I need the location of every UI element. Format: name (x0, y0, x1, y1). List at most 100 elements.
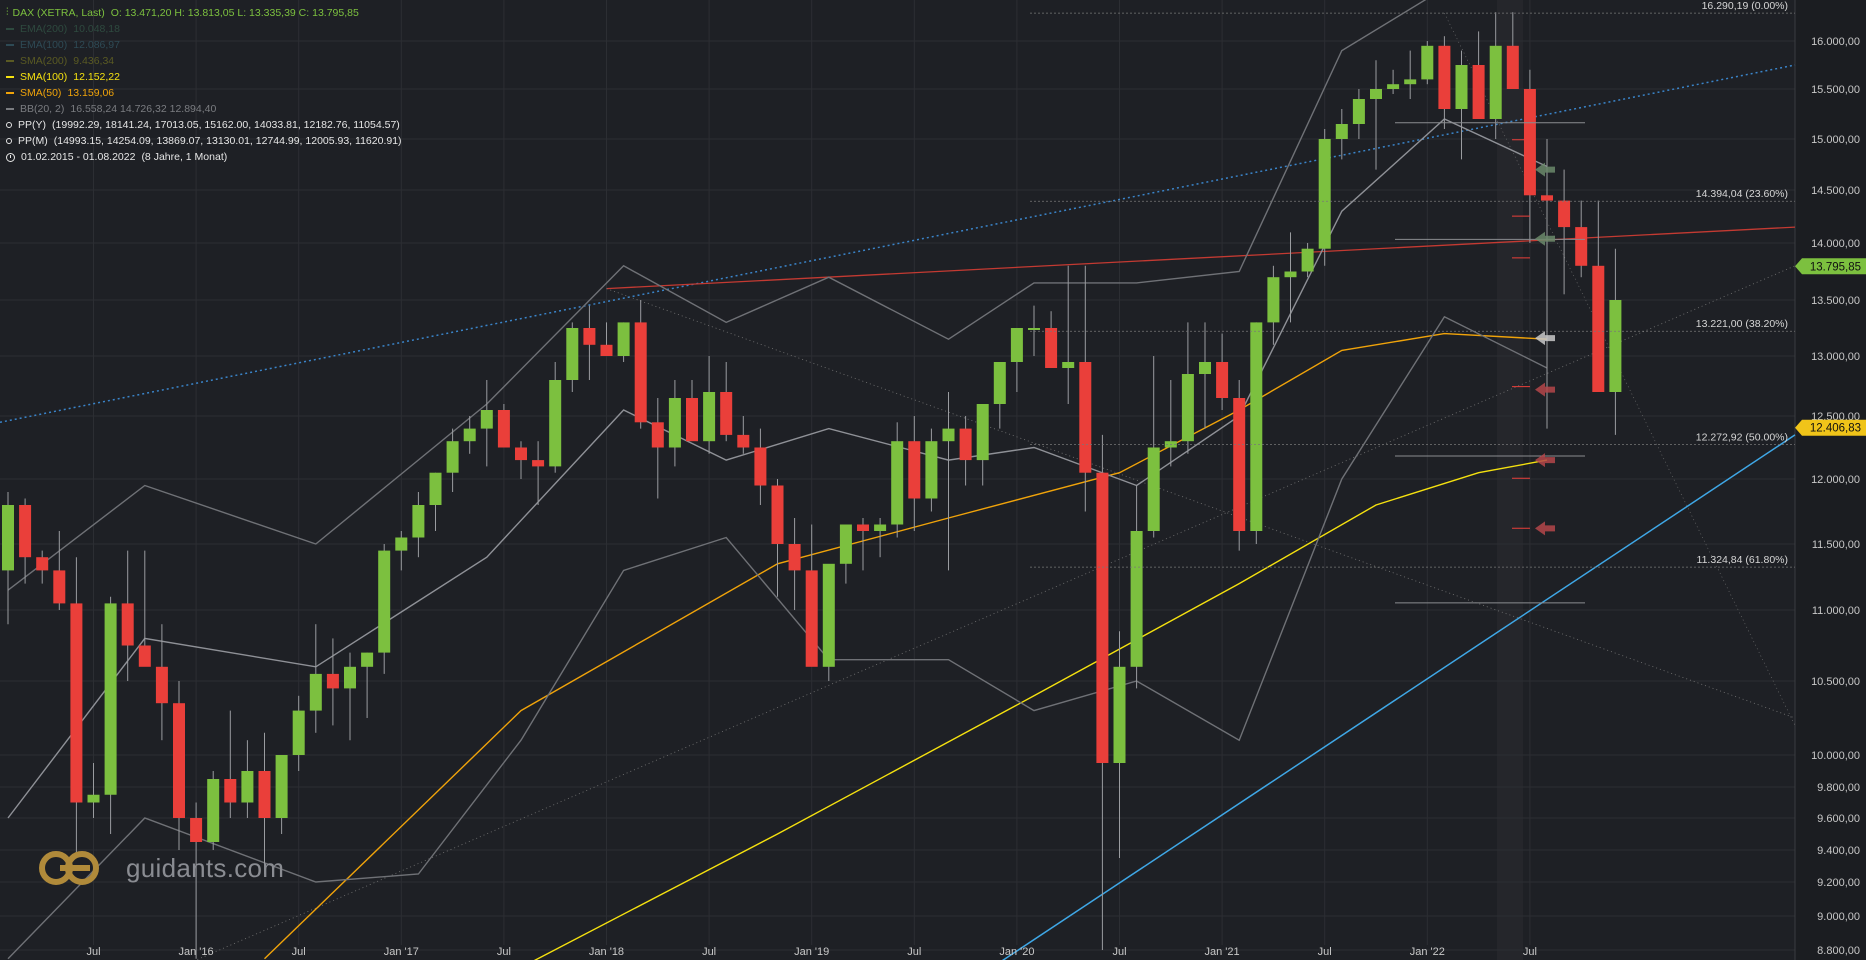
candle (361, 652, 374, 718)
candle-body (822, 563, 835, 667)
candle (1216, 333, 1229, 410)
candle (1558, 169, 1571, 295)
candle (155, 624, 168, 741)
candle-body (1301, 248, 1314, 272)
candle-body (600, 344, 613, 356)
candle-body (703, 392, 716, 442)
pivot-arrow-icon (1535, 162, 1555, 177)
candle-body (121, 603, 134, 646)
candle-body (70, 603, 83, 803)
candle-body (566, 328, 579, 380)
candle-body (36, 557, 49, 571)
candle (2, 492, 14, 625)
candle (600, 322, 613, 356)
candle (1233, 380, 1246, 551)
candles (2, 12, 1622, 959)
legend-title-row[interactable]: ⫶ DAX (XETRA, Last) O: 13.471,20 H: 13.8… (6, 5, 402, 21)
candle-body (241, 771, 254, 803)
price-tag-label: 12.406,83 (1810, 423, 1861, 435)
candle (1010, 328, 1023, 392)
x-tick-label: Jul (497, 946, 511, 958)
y-tick-label: 9.600,00 (1817, 813, 1860, 825)
candle-body (275, 755, 288, 818)
candle (1472, 31, 1485, 119)
candle (1592, 200, 1605, 392)
x-tick-label: Jan '16 (179, 946, 214, 958)
legend-indicator-row[interactable]: EMA(200) 10.048,18 (6, 21, 402, 37)
legend-indicator-row[interactable]: BB(20, 2) 16.558,24 14.726,32 12.894,40 (6, 101, 402, 117)
y-tick-label: 9.000,00 (1817, 911, 1860, 923)
candle-body (925, 441, 938, 499)
candle (1506, 12, 1519, 89)
fib-level-label: 12.272,92 (50.00%) (1696, 432, 1788, 444)
candle (1181, 322, 1194, 454)
candle (857, 518, 869, 571)
pivot-markers (1395, 122, 1585, 604)
candle (993, 362, 1006, 429)
indicator-label: BB(20, 2) (20, 103, 65, 115)
legend-pivot-row[interactable]: PP(Y) (19992.29, 18141.24, 17013.05, 1516… (6, 117, 402, 133)
candle-body (1438, 45, 1451, 109)
candle (925, 428, 938, 512)
indicator-swatch (6, 28, 14, 30)
candle-body (737, 434, 750, 448)
candle-body (857, 524, 869, 531)
candle (121, 550, 134, 681)
candle (1147, 356, 1160, 538)
candle (480, 380, 493, 467)
x-tick-label: Jul (292, 946, 306, 958)
candle (1523, 69, 1536, 243)
candle-body (326, 673, 339, 689)
candle-body (1421, 45, 1434, 80)
time-axis[interactable]: Jul Jan '16 Jul Jan '17 Jul Jan '18 Jul Jan '19… (86, 946, 1536, 958)
indicator-value: 12.086,97 (73, 39, 120, 51)
candle-body (1404, 79, 1417, 85)
price-tag: 13.795,85 (1795, 258, 1866, 275)
candle (1079, 265, 1092, 512)
candle (1096, 434, 1109, 950)
candle (309, 624, 322, 733)
candle-body (463, 428, 476, 442)
candle (1062, 265, 1075, 404)
candle-body (942, 428, 955, 442)
candle (1352, 89, 1365, 139)
candle-body (104, 603, 117, 795)
candle-body (1250, 322, 1263, 531)
candle-body (515, 447, 527, 461)
candle-body (155, 666, 168, 704)
indicator-label: EMA(200) (20, 23, 68, 35)
y-tick-label: 15.500,00 (1811, 84, 1860, 96)
candle (549, 362, 562, 473)
indicator-line (7, 0, 1427, 591)
candle-body (190, 818, 203, 842)
candle (703, 356, 716, 454)
candle (651, 398, 664, 499)
candle-body (1130, 531, 1143, 667)
candle-body (309, 673, 322, 711)
legend-pivot-row[interactable]: PP(M) (14993.15, 14254.09, 13869.07, 1313… (6, 133, 402, 149)
instrument-label: DAX (XETRA, Last) (12, 7, 105, 19)
candle (908, 416, 921, 531)
candle-body (532, 460, 545, 467)
guidants-logo-icon (39, 851, 99, 885)
indicator-swatch (6, 60, 14, 62)
price-tag-background (1795, 419, 1866, 436)
legend-indicator-row[interactable]: SMA(200) 9.436,34 (6, 53, 402, 69)
candle-body (480, 410, 493, 429)
indicator-value: 16.558,24 14.726,32 12.894,40 (70, 103, 217, 115)
y-tick-label: 9.800,00 (1817, 782, 1860, 794)
legend-indicator-row[interactable]: EMA(100) 12.086,97 (6, 37, 402, 53)
x-tick-label: Jul (86, 946, 100, 958)
legend-indicator-row[interactable]: SMA(100) 12.152,22 (6, 69, 402, 85)
legend-indicator-row[interactable]: SMA(50) 13.159,06 (6, 85, 402, 101)
candle-body (1558, 200, 1571, 228)
trendline-red (606, 226, 1796, 290)
price-axis[interactable]: 16.000,00 15.500,00 15.000,00 14.500,00 14.0… (1811, 36, 1860, 957)
indicator-label: SMA(100) (20, 71, 68, 83)
candle (822, 563, 835, 681)
y-tick-label: 14.500,00 (1811, 185, 1860, 197)
y-tick-label: 11.000,00 (1812, 605, 1860, 617)
y-tick-label: 12.000,00 (1811, 474, 1860, 486)
candle-body (497, 410, 510, 448)
